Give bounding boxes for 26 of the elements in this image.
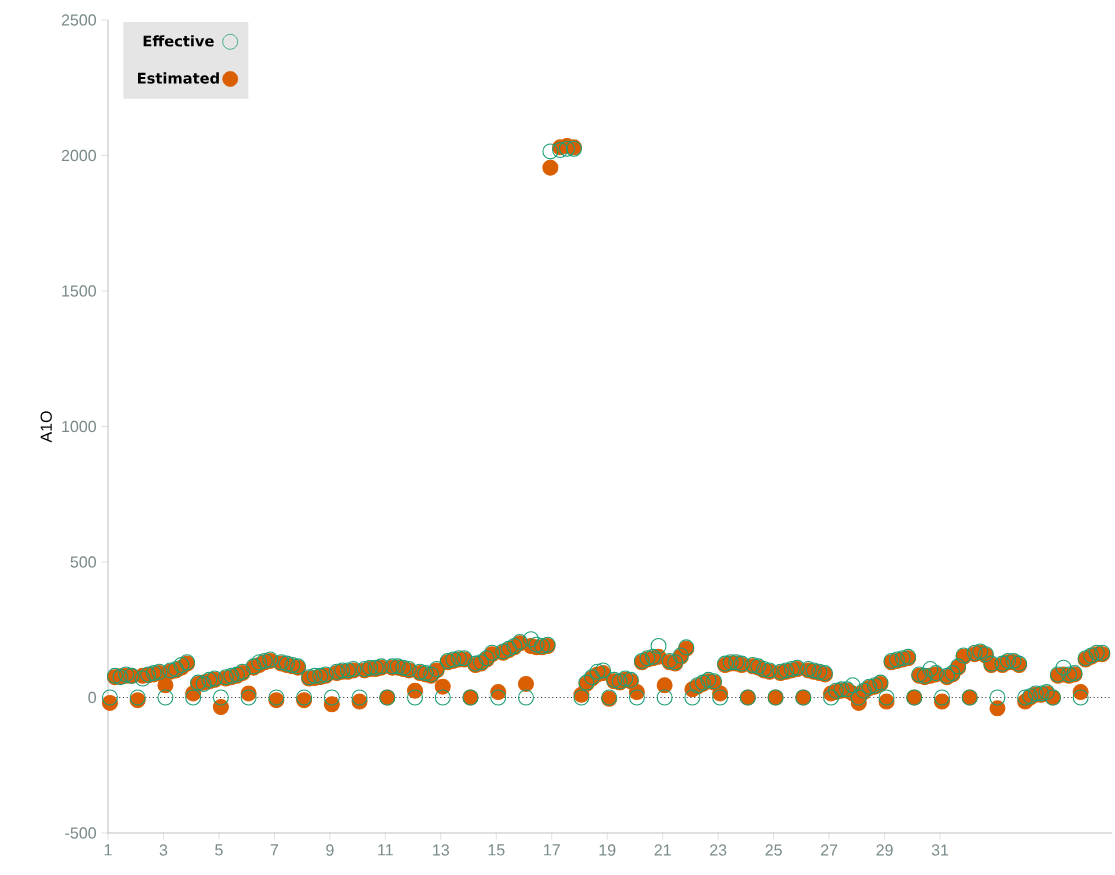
- x-tick-label: 19: [599, 844, 616, 856]
- x-tick-label: 9: [326, 844, 334, 856]
- x-tick-label: 11: [378, 844, 393, 856]
- x-tick-label: 5: [215, 844, 223, 856]
- y-tick-label: 2500: [61, 14, 96, 26]
- legend-label: Estimated: [138, 72, 219, 84]
- x-tick-label: 29: [876, 844, 893, 856]
- x-tick-label: 1: [104, 844, 112, 856]
- y-tick-label: 1500: [62, 285, 96, 297]
- y-tick-label: 500: [70, 556, 96, 568]
- y-tick-label: 2000: [61, 149, 96, 162]
- legend-label: Effective: [143, 35, 214, 47]
- y-tick-label: 1000: [62, 420, 96, 433]
- x-tick-label: 21: [654, 844, 671, 856]
- x-tick-label: 13: [433, 844, 450, 856]
- x-tick-label: 31: [931, 844, 949, 856]
- x-tick-label: 23: [710, 844, 727, 856]
- x-tick-label: 25: [765, 844, 782, 856]
- x-tick-label: 27: [821, 844, 838, 856]
- x-tick-label: 15: [488, 844, 505, 856]
- x-tick-label: 17: [544, 844, 560, 856]
- x-tick-label: 7: [270, 844, 279, 856]
- y-axis-title: A1O: [40, 411, 52, 443]
- y-tick-label: 0: [88, 691, 97, 704]
- y-tick-label: -500: [65, 827, 96, 839]
- x-tick-label: 3: [159, 844, 168, 856]
